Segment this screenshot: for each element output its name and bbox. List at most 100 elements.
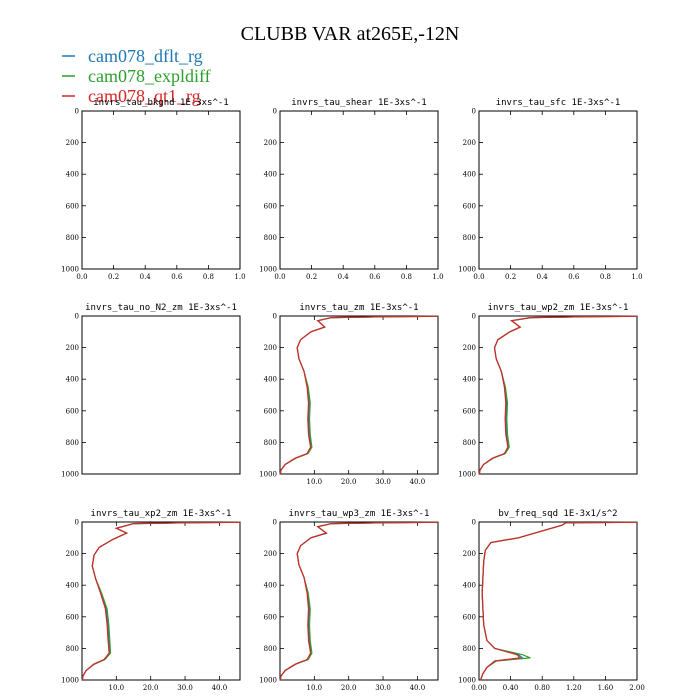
panel-title: invrs_tau_zm 1E-3xs^-1 [299, 303, 418, 313]
figure-title: CLUBB VAR at265E,-12N [241, 23, 460, 45]
x-tick-label: 30.0 [375, 684, 391, 692]
y-tick-label: 200 [463, 139, 476, 147]
series-line-cam078_dflt_rg [279, 315, 439, 475]
legend-entry-qt1: cam078_qt1_rg [62, 86, 201, 106]
y-tick-label: 200 [264, 139, 277, 147]
x-tick-label: 0.4 [537, 273, 549, 281]
y-tick-label: 600 [264, 407, 277, 415]
y-tick-label: 0 [273, 108, 277, 116]
x-tick-label: 1.60 [598, 684, 614, 692]
panel-6: invrs_tau_xp2_zm 1E-3xs^-1 0 200 400 600 800 1… [61, 509, 241, 692]
x-tick-label: 30.0 [375, 478, 391, 486]
x-tick-label: 0.00 [471, 684, 487, 692]
y-tick-label: 200 [264, 344, 277, 352]
y-tick-label: 600 [264, 202, 277, 210]
plot-frame [279, 110, 439, 270]
plot-frame [478, 315, 638, 475]
x-tick-label: 20.0 [341, 684, 357, 692]
series-line-cam078_qt1_rg [279, 521, 439, 681]
panel-7: invrs_tau_wp3_zm 1E-3xs^-1 0 200 400 600 800 1… [259, 509, 439, 692]
x-tick-label: 0.2 [108, 273, 119, 281]
y-tick-label: 1000 [458, 266, 476, 274]
series-line-cam078_qt1_rg [279, 315, 439, 475]
series-line-cam078_qt1_rg [81, 521, 241, 681]
legend: cam078_dflt_rg cam078_expldiff cam078_qt… [62, 46, 211, 106]
panel-title: invrs_tau_xp2_zm 1E-3xs^-1 [91, 509, 232, 519]
y-tick-label: 0 [75, 108, 79, 116]
y-tick-label: 400 [463, 582, 476, 590]
x-tick-label: 1.0 [234, 273, 245, 281]
plot-frame [478, 521, 638, 681]
legend-entry-dflt: cam078_dflt_rg [62, 46, 203, 66]
series-line-cam078_dflt_rg [480, 521, 638, 681]
y-tick-label: 0 [472, 313, 476, 321]
panel-title: invrs_tau_wp2_zm 1E-3xs^-1 [488, 303, 629, 313]
series-line-cam078_qt1_rg [480, 521, 638, 681]
y-tick-label: 800 [66, 439, 79, 447]
plot-frame [478, 110, 638, 270]
y-tick-label: 800 [264, 439, 277, 447]
y-tick-label: 800 [463, 439, 476, 447]
legend-entry-expldiff: cam078_expldiff [62, 66, 211, 86]
y-tick-label: 1000 [458, 677, 476, 685]
y-tick-label: 200 [463, 344, 476, 352]
x-tick-label: 40.0 [410, 684, 426, 692]
x-tick-label: 0.8 [600, 273, 611, 281]
y-tick-label: 800 [66, 234, 79, 242]
y-tick-label: 200 [66, 550, 79, 558]
y-tick-label: 200 [66, 139, 79, 147]
x-tick-label: 10.0 [307, 684, 323, 692]
x-tick-label: 0.40 [503, 684, 519, 692]
x-tick-label: 40.0 [410, 478, 426, 486]
y-tick-label: 0 [273, 519, 277, 527]
y-tick-label: 400 [66, 171, 79, 179]
y-tick-label: 1000 [458, 471, 476, 479]
y-tick-label: 400 [66, 376, 79, 384]
plot-frame [279, 315, 439, 475]
y-tick-label: 0 [472, 519, 476, 527]
panel-3: invrs_tau_no_N2_zm 1E-3xs^-1 0 200 400 600 80… [61, 303, 241, 479]
plot-frame [81, 110, 241, 270]
y-tick-label: 400 [463, 171, 476, 179]
y-tick-label: 600 [66, 613, 79, 621]
x-tick-label: 0.6 [171, 273, 183, 281]
x-tick-label: 0.4 [140, 273, 152, 281]
x-tick-label: 0.8 [401, 273, 412, 281]
y-tick-label: 1000 [259, 266, 277, 274]
panel-title: invrs_tau_shear 1E-3xs^-1 [291, 98, 426, 108]
y-tick-label: 400 [264, 582, 277, 590]
x-tick-label: 0.6 [568, 273, 580, 281]
x-tick-label: 0.4 [338, 273, 350, 281]
y-tick-label: 0 [472, 108, 476, 116]
panel-2: invrs_tau_sfc 1E-3xs^-1 0 200 400 600 800 1000… [458, 98, 642, 281]
panel-0: invrs_tau_bkgnd 1E-3xs^-1 0 200 400 600 800 10… [61, 98, 245, 281]
y-tick-label: 400 [264, 171, 277, 179]
panel-5: invrs_tau_wp2_zm 1E-3xs^-1 0 200 400 600 800 1… [458, 303, 638, 479]
panel-title: invrs_tau_no_N2_zm 1E-3xs^-1 [85, 303, 237, 313]
legend-label-dflt: cam078_dflt_rg [88, 46, 203, 66]
panel-8: bv_freq_sqd 1E-3x1/s^2020040060080010000… [458, 509, 645, 692]
y-tick-label: 1000 [61, 471, 79, 479]
panel-4: invrs_tau_zm 1E-3xs^-1 0 200 400 600 800 1000 1… [259, 303, 439, 486]
x-tick-label: 0.6 [369, 273, 381, 281]
y-tick-label: 800 [463, 234, 476, 242]
x-tick-label: 0.2 [505, 273, 516, 281]
y-tick-label: 0 [75, 313, 79, 321]
y-tick-label: 200 [463, 550, 476, 558]
panel-1: invrs_tau_shear 1E-3xs^-1 0 200 400 600 800 10… [259, 98, 443, 281]
plot-frame [81, 521, 241, 681]
x-tick-label: 0.2 [306, 273, 317, 281]
y-tick-label: 600 [463, 407, 476, 415]
x-tick-label: 10.0 [109, 684, 125, 692]
y-tick-label: 200 [66, 344, 79, 352]
panels: invrs_tau_bkgnd 1E-3xs^-1 0 200 400 600 800 10… [61, 98, 645, 692]
series-line-cam078_expldiff [478, 315, 638, 475]
y-tick-label: 1000 [61, 266, 79, 274]
y-tick-label: 800 [463, 645, 476, 653]
x-tick-label: 20.0 [341, 478, 357, 486]
y-tick-label: 400 [264, 376, 277, 384]
x-tick-label: 10.0 [307, 478, 323, 486]
x-tick-label: 1.0 [631, 273, 642, 281]
x-tick-label: 0.0 [76, 273, 87, 281]
